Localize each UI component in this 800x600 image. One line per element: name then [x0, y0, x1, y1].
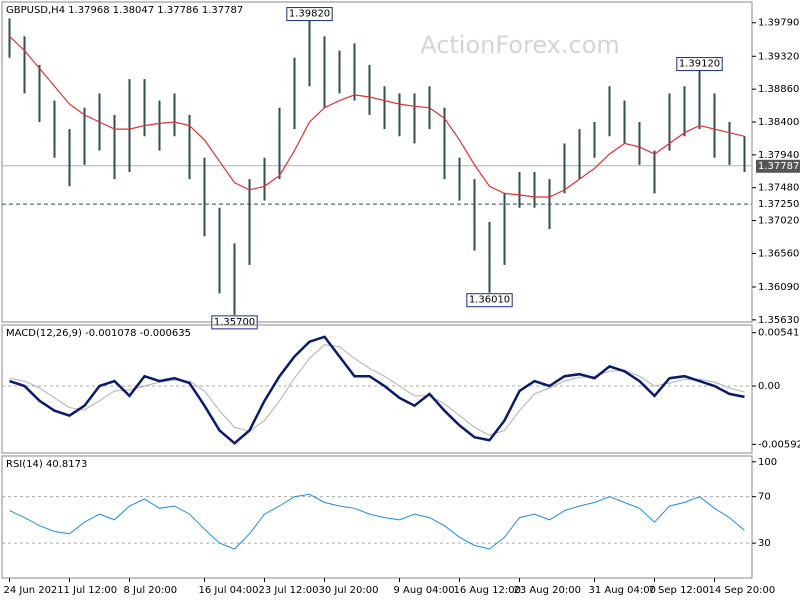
- y-tick-label: 100: [758, 457, 777, 468]
- x-tick-label: 7 Sep 12:00: [649, 585, 709, 596]
- x-tick-label: 1 Jul 12:00: [64, 585, 118, 596]
- price-annotation: 1.35700: [214, 317, 255, 328]
- price-annotation: 1.39820: [289, 9, 330, 20]
- x-tick-label: 23 Aug 20:00: [514, 585, 581, 596]
- y-tick-label: 1.35630: [758, 315, 799, 326]
- price-annotation: 1.36010: [469, 295, 510, 306]
- rsi-line: [9, 493, 745, 550]
- x-tick-label: 16 Aug 12:00: [454, 585, 521, 596]
- watermark: ActionForex.com: [420, 31, 620, 59]
- y-tick-label: 1.37940: [758, 150, 799, 161]
- x-tick-label: 30 Jul 20:00: [319, 585, 379, 596]
- panel-frame: [1, 324, 753, 454]
- y-tick-label: 1.38400: [758, 117, 799, 128]
- x-tick-label: 23 Jul 12:00: [259, 585, 319, 596]
- y-tick-label: 70: [758, 492, 771, 503]
- y-tick-label: 1.37020: [758, 216, 799, 227]
- y-tick-label: 0.00: [758, 381, 780, 392]
- level-label: 1.37250: [758, 199, 799, 210]
- x-tick-label: 31 Aug 04:00: [589, 585, 656, 596]
- panel-title: MACD(12,26,9) -0.001078 -0.000635: [6, 328, 191, 339]
- last-price-label: 1.37787: [758, 161, 799, 172]
- panel-frame: [1, 1, 753, 323]
- x-tick-label: 8 Jul 20:00: [124, 585, 178, 596]
- moving-average: [9, 35, 745, 198]
- label-box: [211, 315, 258, 330]
- y-tick-label: 1.37480: [758, 183, 799, 194]
- y-tick-label: 1.38860: [758, 84, 799, 95]
- y-tick-label: 0.005419: [758, 328, 800, 339]
- x-tick-label: 16 Jul 04:00: [199, 585, 259, 596]
- y-tick-label: 1.36560: [758, 248, 799, 259]
- label-box: [466, 293, 513, 308]
- panel-title: GBPUSD,H4 1.37968 1.38047 1.37786 1.3778…: [6, 5, 243, 16]
- y-tick-label: 1.39320: [758, 51, 799, 62]
- price-annotation: 1.39120: [679, 59, 720, 70]
- label-box: [676, 57, 723, 72]
- macd-line: [9, 335, 745, 445]
- panel-frame: [1, 455, 753, 579]
- y-tick-label: -0.005921: [758, 439, 800, 450]
- y-tick-label: 1.36090: [758, 282, 799, 293]
- x-tick-label: 14 Sep 20:00: [709, 585, 776, 596]
- y-tick-label: 30: [758, 538, 771, 549]
- label-box: [756, 159, 800, 173]
- signal-line: [9, 344, 745, 436]
- panel-title: RSI(14) 40.8173: [6, 459, 87, 470]
- label-box: [756, 198, 800, 212]
- y-tick-label: 1.39790: [758, 18, 799, 29]
- x-tick-label: 9 Aug 04:00: [394, 585, 455, 596]
- label-box: [286, 7, 333, 22]
- x-tick-label: 24 Jun 2021: [4, 585, 64, 596]
